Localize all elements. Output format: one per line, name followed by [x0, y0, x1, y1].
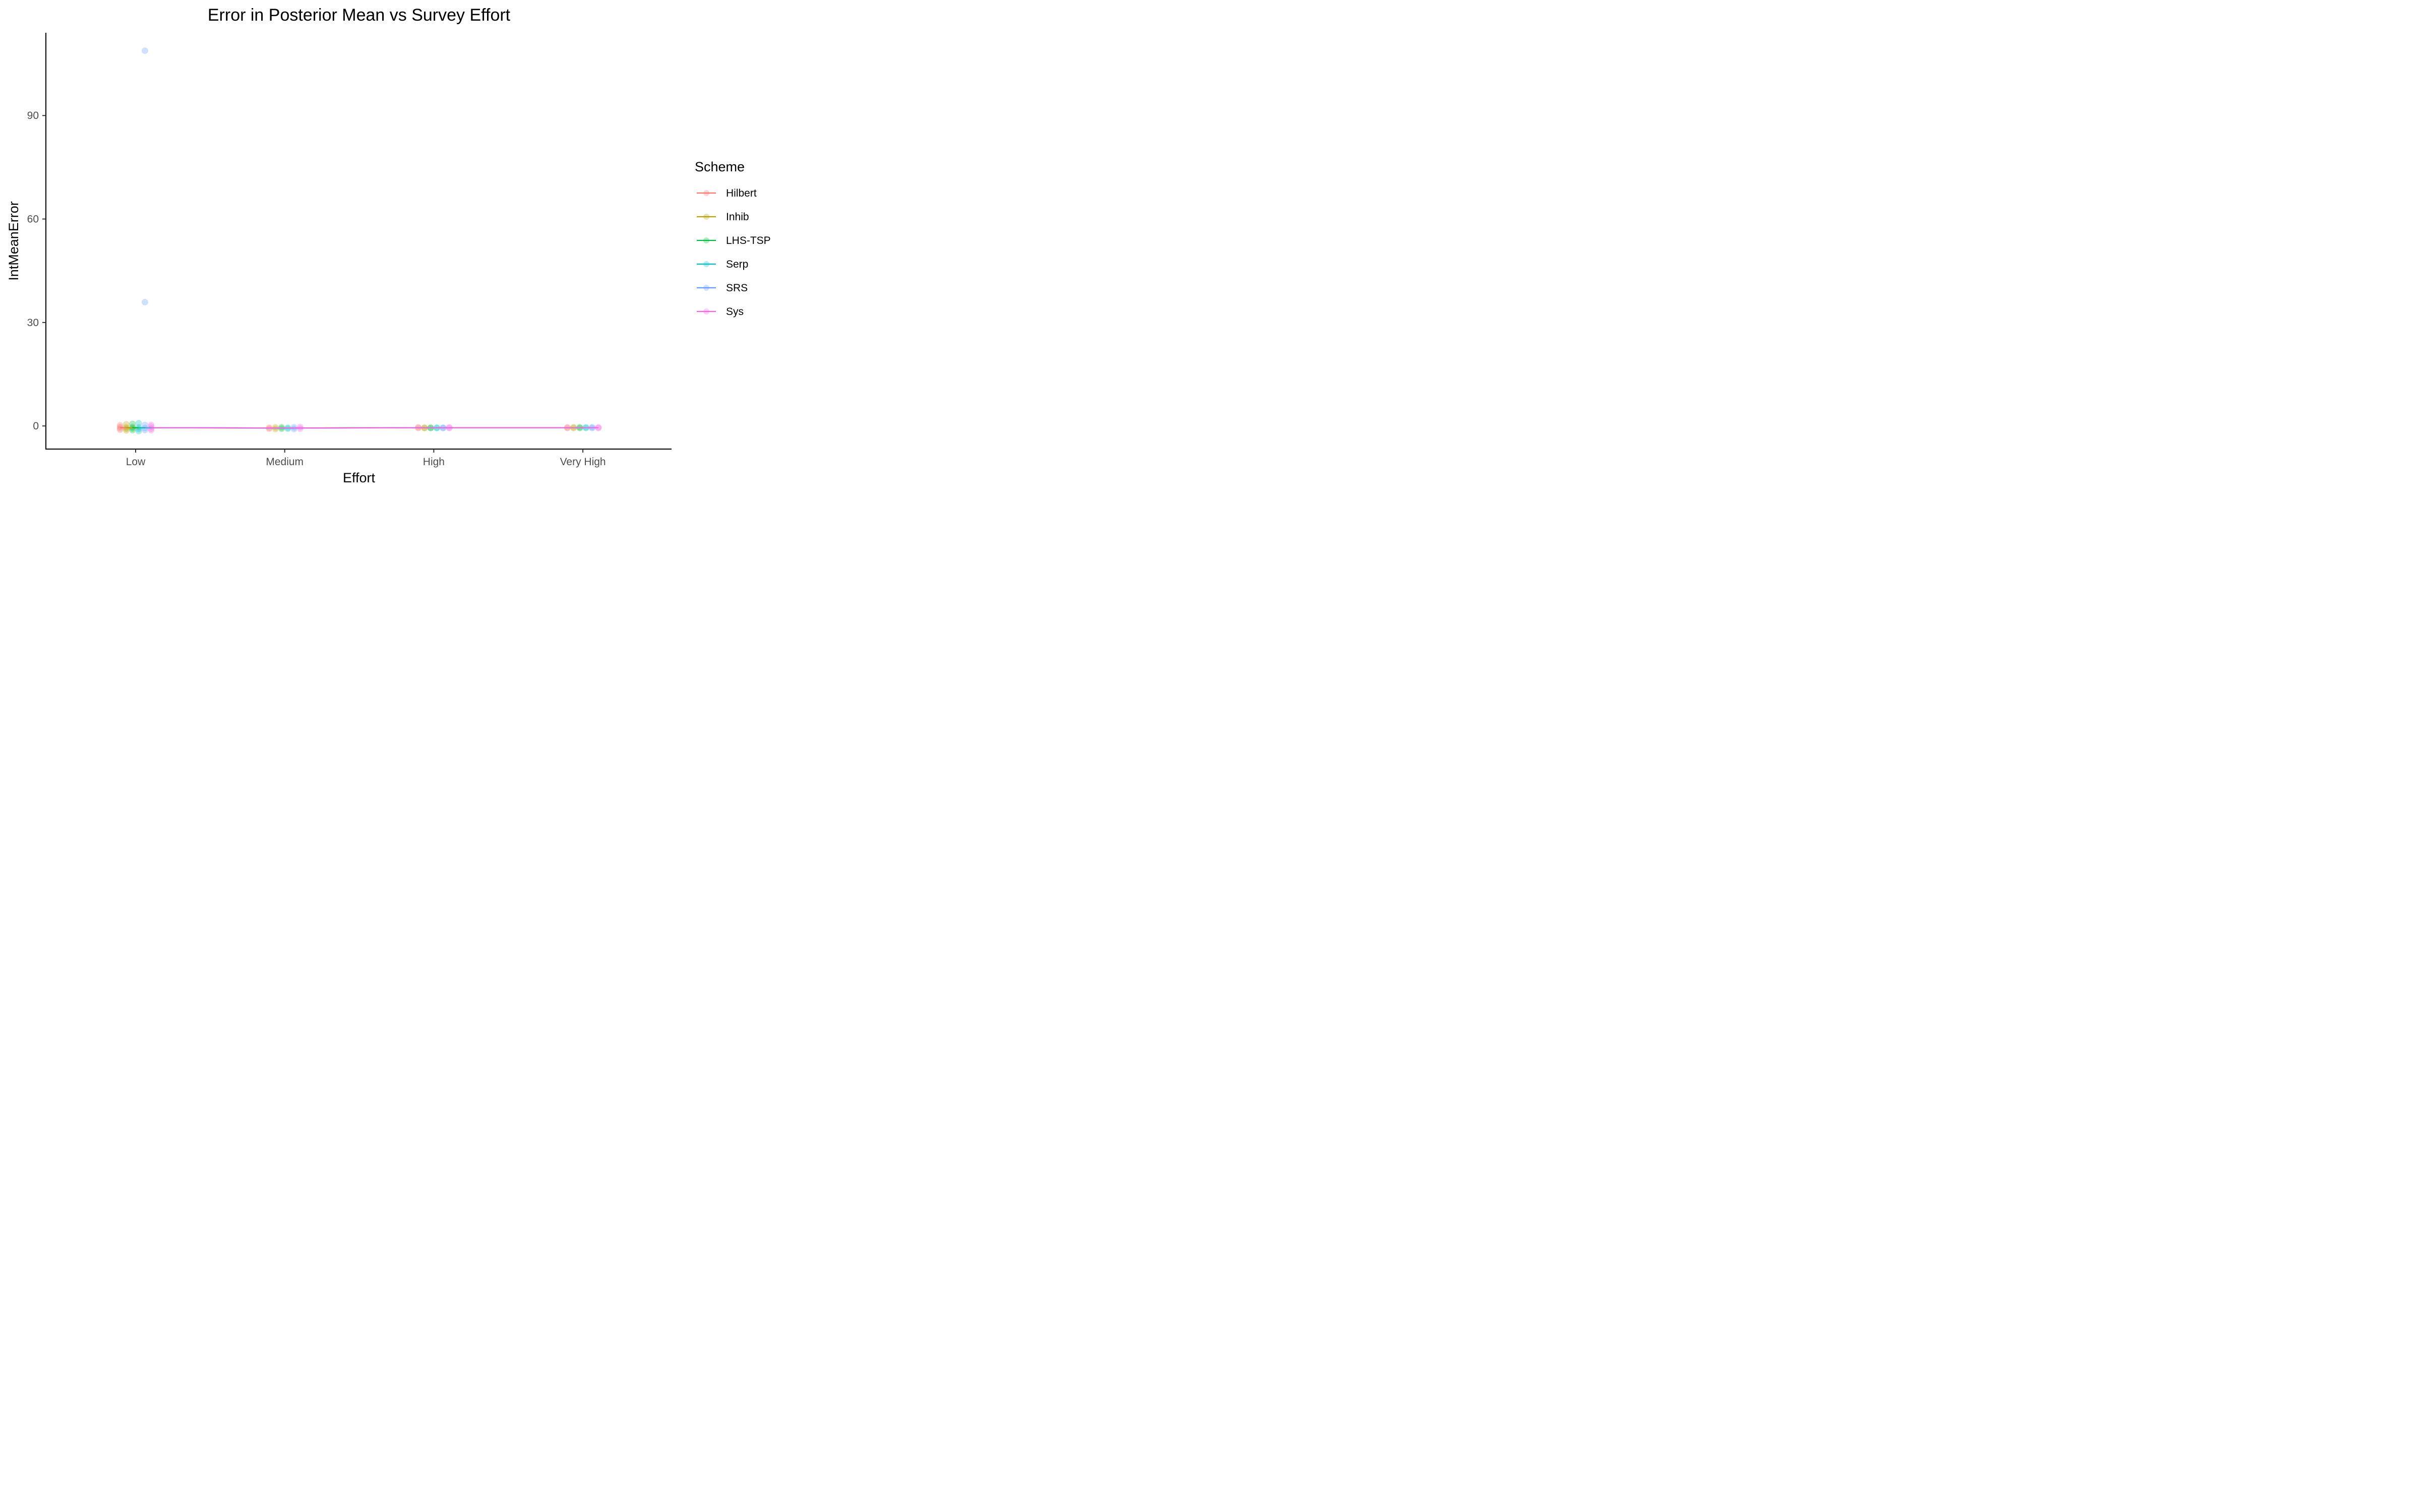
- y-tick-label: 60: [27, 214, 39, 225]
- x-tick-label: Very High: [560, 456, 606, 468]
- x-axis-ticks: Low Medium High Very High: [126, 449, 606, 468]
- data-point: [135, 425, 142, 432]
- legend-item: Sys: [697, 306, 744, 318]
- data-point: [123, 427, 130, 434]
- legend-key-point: [703, 261, 709, 267]
- data-point: [141, 421, 148, 428]
- legend-item: SRS: [697, 282, 748, 294]
- legend-label: Hilbert: [726, 187, 757, 199]
- legend-item: Inhib: [697, 211, 749, 223]
- data-point: [278, 424, 285, 431]
- legend-label: SRS: [726, 282, 748, 294]
- data-point: [278, 425, 285, 432]
- legend-key-point: [703, 285, 709, 291]
- data-point: [148, 425, 155, 432]
- series-srs: [141, 47, 596, 433]
- y-tick-label: 30: [27, 317, 39, 329]
- legend-key-point: [703, 237, 709, 243]
- chart-title: Error in Posterior Mean vs Survey Effort: [208, 6, 511, 25]
- x-tick-label: Low: [126, 456, 146, 468]
- data-point: [135, 427, 142, 434]
- data-point: [272, 424, 279, 431]
- data-point: [272, 425, 279, 432]
- data-point: [123, 421, 130, 428]
- data-point: [296, 425, 304, 432]
- legend-label: Sys: [726, 306, 744, 318]
- legend-item: Serp: [697, 259, 748, 270]
- plot-area: [116, 47, 602, 434]
- legend-item: LHS-TSP: [697, 235, 771, 246]
- data-point: [116, 425, 124, 432]
- data-point: [290, 425, 297, 432]
- data-point: [141, 426, 148, 433]
- x-axis-title: Effort: [343, 470, 376, 485]
- legend-label: Inhib: [726, 211, 749, 223]
- data-point: [148, 426, 155, 433]
- x-tick-label: High: [423, 456, 445, 468]
- legend-title: Scheme: [695, 159, 745, 174]
- data-point: [290, 424, 297, 431]
- data-point: [129, 426, 136, 433]
- data-point: [284, 425, 291, 432]
- y-tick-label: 90: [27, 110, 39, 121]
- data-point: [129, 423, 136, 430]
- x-tick-label: Medium: [266, 456, 304, 468]
- data-point: [148, 421, 155, 428]
- y-axis-title: IntMeanError: [6, 201, 21, 281]
- legend-key-point: [703, 214, 709, 220]
- legend-label: Serp: [726, 259, 748, 270]
- data-point: [141, 298, 148, 305]
- data-point: [129, 420, 136, 427]
- data-point: [123, 425, 130, 432]
- chart: Error in Posterior Mean vs Survey Effort…: [6, 6, 771, 485]
- legend-key-point: [703, 308, 709, 314]
- data-point: [135, 420, 142, 427]
- y-tick-label: 0: [33, 420, 39, 432]
- legend-item: Hilbert: [697, 187, 757, 199]
- data-point: [141, 47, 148, 54]
- data-point: [116, 423, 124, 430]
- data-point: [116, 422, 124, 429]
- legend: Scheme Hilbert Inhib LHS-TSP Serp SRS Sys: [695, 159, 771, 318]
- data-point: [296, 423, 304, 430]
- y-axis-ticks: 0 30 60 90: [27, 110, 46, 432]
- legend-key-point: [703, 190, 709, 196]
- series-lhs-tsp: [129, 420, 583, 433]
- legend-label: LHS-TSP: [726, 235, 771, 246]
- data-point: [129, 425, 136, 432]
- data-point: [266, 425, 273, 432]
